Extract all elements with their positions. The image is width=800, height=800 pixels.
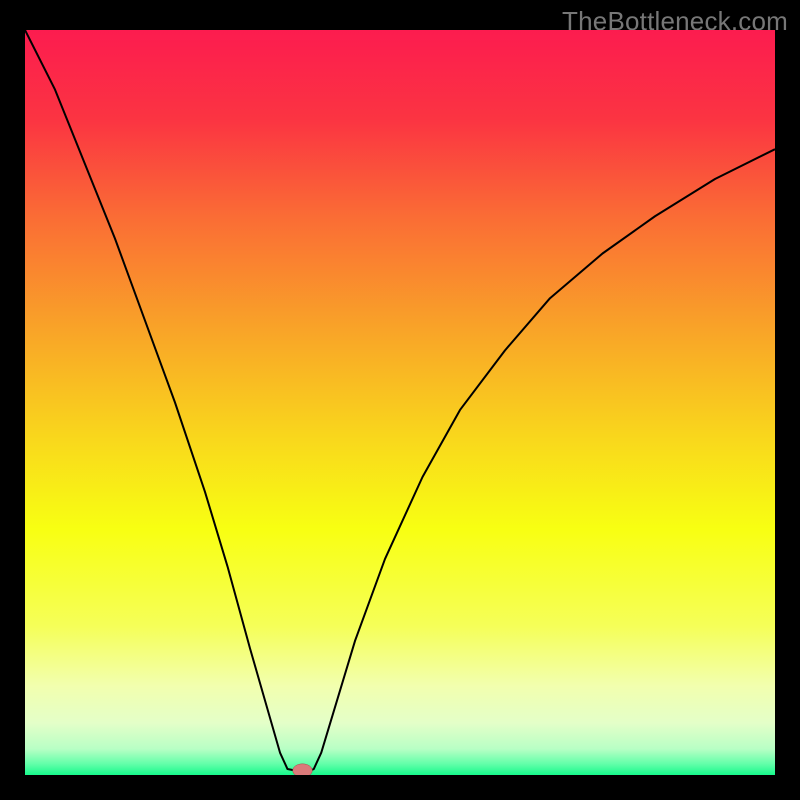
chart-frame: TheBottleneck.com xyxy=(0,0,800,800)
plot-area xyxy=(25,30,775,775)
chart-svg xyxy=(25,30,775,775)
chart-background xyxy=(25,30,775,775)
optimum-marker xyxy=(293,764,313,775)
